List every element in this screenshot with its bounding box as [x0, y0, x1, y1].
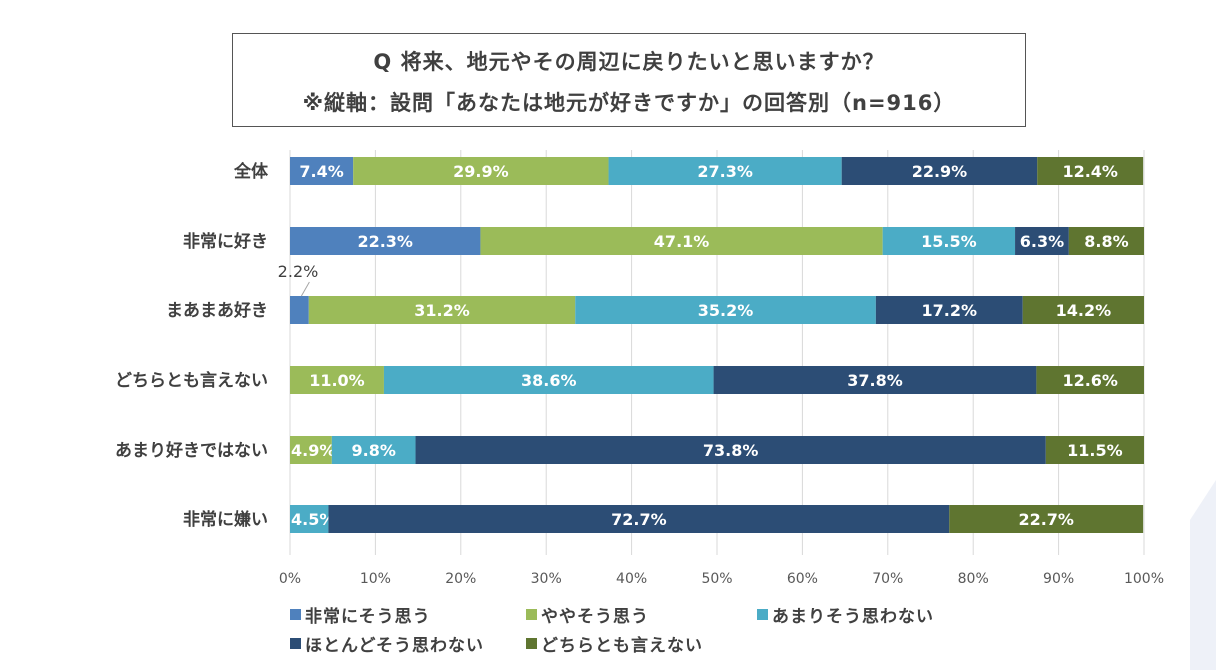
bar-segment: [1036, 366, 1144, 394]
bar-segment: [308, 296, 576, 324]
bar-segment: [328, 505, 950, 533]
bar-segment: [1015, 227, 1069, 255]
bar-segment: [1068, 227, 1144, 255]
data-label: 8.8%: [1084, 232, 1128, 251]
data-label: 17.2%: [922, 301, 978, 320]
data-label: 37.8%: [847, 371, 903, 390]
legend-label: ほとんどそう思わない: [305, 636, 484, 656]
data-label: 35.2%: [698, 301, 754, 320]
data-label: 22.7%: [1018, 510, 1074, 529]
data-label: 15.5%: [921, 232, 977, 251]
data-label: 22.9%: [912, 162, 968, 181]
bar-segment: [290, 157, 354, 185]
legend-label: あまりそう思わない: [772, 607, 934, 627]
data-label: 29.9%: [453, 162, 509, 181]
legend-label: ややそう思う: [541, 607, 649, 627]
data-label: 11.0%: [309, 371, 365, 390]
data-label: 73.8%: [703, 441, 759, 460]
bar-segment: [841, 157, 1038, 185]
x-tick-label: 80%: [958, 571, 989, 587]
data-label: 2.2%: [278, 262, 319, 281]
data-label: 4.5%: [291, 510, 335, 529]
legend-swatch: [526, 609, 537, 620]
category-label: まあまあ好き: [166, 300, 268, 321]
data-label: 47.1%: [654, 232, 710, 251]
legend-label: どちらとも言えない: [541, 635, 703, 656]
bar-segment: [383, 366, 714, 394]
data-label: 11.5%: [1067, 441, 1123, 460]
category-label: どちらとも言えない: [115, 370, 268, 391]
legend-label: 非常にそう思う: [305, 606, 431, 627]
bar-segment: [290, 366, 384, 394]
legend-swatch: [757, 609, 768, 620]
legend-swatch: [526, 638, 537, 649]
chart-subtitle: ※縦軸：設問「あなたは地元が好きですか」の回答別（n=916）: [302, 91, 956, 115]
x-tick-label: 90%: [1043, 571, 1074, 587]
bar-segment: [882, 227, 1016, 255]
bar-segment: [415, 436, 1046, 464]
legend-swatch: [290, 638, 301, 649]
legend-swatch: [290, 609, 301, 620]
category-label: 非常に好き: [183, 231, 268, 252]
x-tick-label: 60%: [787, 571, 818, 587]
x-tick-label: 70%: [872, 571, 903, 587]
bar-segment: [713, 366, 1037, 394]
x-tick-label: 100%: [1124, 571, 1164, 587]
bar-segment: [1037, 157, 1144, 185]
bar-segment: [290, 505, 329, 533]
bar-segment: [875, 296, 1023, 324]
bar-segment: [290, 436, 332, 464]
x-tick-label: 30%: [531, 571, 562, 587]
bar-segment: [1022, 296, 1144, 324]
category-label: 非常に嫌い: [183, 509, 268, 530]
data-label: 22.3%: [357, 232, 413, 251]
chart-title: Q 将来、地元やその周辺に戻りたいと思いますか？: [373, 50, 885, 74]
data-label: 38.6%: [521, 371, 577, 390]
x-tick-label: 50%: [701, 571, 732, 587]
bar-segment: [290, 227, 481, 255]
data-label: 12.6%: [1062, 371, 1118, 390]
x-tick-label: 10%: [360, 571, 391, 587]
data-label: 27.3%: [697, 162, 753, 181]
x-tick-label: 0%: [279, 571, 301, 587]
bar-segment: [949, 505, 1144, 533]
data-label: 9.8%: [352, 441, 396, 460]
data-label: 12.4%: [1062, 162, 1118, 181]
bar-segment: [353, 157, 609, 185]
x-tick-label: 20%: [445, 571, 476, 587]
leader-line: [300, 281, 310, 297]
bar-segment: [290, 296, 309, 324]
data-label: 72.7%: [611, 510, 667, 529]
bar-segment: [1045, 436, 1144, 464]
bar-segment: [331, 436, 416, 464]
data-label: 4.9%: [291, 441, 335, 460]
data-label: 7.4%: [299, 162, 343, 181]
category-label: あまり好きではない: [115, 440, 268, 461]
category-label: 全体: [233, 161, 269, 182]
data-label: 31.2%: [414, 301, 470, 320]
bar-segment: [575, 296, 876, 324]
bar-segment: [480, 227, 883, 255]
chart-title-box: Q 将来、地元やその周辺に戻りたいと思いますか？ ※縦軸：設問「あなたは地元が好…: [232, 33, 1026, 127]
data-label: 6.3%: [1020, 232, 1064, 251]
x-tick-label: 40%: [616, 571, 647, 587]
data-label: 14.2%: [1056, 301, 1112, 320]
bar-segment: [608, 157, 842, 185]
